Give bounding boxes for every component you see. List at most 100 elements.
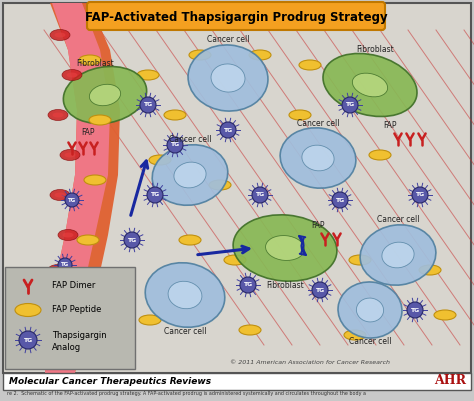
- Circle shape: [407, 302, 423, 318]
- FancyBboxPatch shape: [87, 2, 385, 30]
- Ellipse shape: [189, 50, 211, 60]
- Circle shape: [252, 187, 268, 203]
- Ellipse shape: [434, 310, 456, 320]
- Text: Cancer cell: Cancer cell: [169, 136, 211, 144]
- Ellipse shape: [280, 128, 356, 188]
- Text: Cancer cell: Cancer cell: [377, 215, 419, 225]
- Ellipse shape: [66, 73, 78, 77]
- Text: TG: TG: [410, 308, 419, 312]
- Ellipse shape: [149, 155, 171, 165]
- Ellipse shape: [224, 255, 246, 265]
- Circle shape: [342, 97, 358, 113]
- Text: TG: TG: [415, 192, 425, 198]
- Ellipse shape: [64, 67, 146, 124]
- Ellipse shape: [356, 298, 383, 322]
- FancyBboxPatch shape: [3, 373, 471, 390]
- Ellipse shape: [46, 340, 66, 350]
- Polygon shape: [45, 3, 110, 373]
- Text: TG: TG: [143, 103, 153, 107]
- Ellipse shape: [164, 110, 186, 120]
- Ellipse shape: [152, 145, 228, 205]
- Ellipse shape: [265, 235, 304, 260]
- Text: TG: TG: [315, 288, 325, 292]
- Ellipse shape: [168, 281, 202, 309]
- Ellipse shape: [139, 315, 161, 325]
- Text: TG: TG: [68, 198, 76, 203]
- Ellipse shape: [323, 53, 417, 117]
- Text: FAP: FAP: [81, 128, 95, 137]
- Text: Cancer cell: Cancer cell: [297, 119, 339, 128]
- Ellipse shape: [209, 180, 231, 190]
- Text: FAP Peptide: FAP Peptide: [52, 306, 101, 314]
- Text: Thapsigargin: Thapsigargin: [52, 332, 107, 340]
- Text: TG: TG: [243, 282, 253, 288]
- Text: Molecular Cancer Therapeutics Reviews: Molecular Cancer Therapeutics Reviews: [9, 377, 211, 385]
- Text: AHR: AHR: [434, 375, 466, 387]
- Ellipse shape: [63, 233, 73, 237]
- Ellipse shape: [239, 325, 261, 335]
- Ellipse shape: [299, 60, 321, 70]
- Ellipse shape: [145, 263, 225, 327]
- Text: Fibroblast: Fibroblast: [356, 45, 394, 55]
- Ellipse shape: [84, 175, 106, 185]
- Ellipse shape: [360, 225, 436, 285]
- Ellipse shape: [15, 304, 41, 316]
- Circle shape: [124, 232, 140, 248]
- Ellipse shape: [419, 265, 441, 275]
- Text: TG: TG: [23, 338, 33, 342]
- Ellipse shape: [55, 192, 65, 198]
- Ellipse shape: [137, 70, 159, 80]
- FancyBboxPatch shape: [3, 3, 471, 373]
- Circle shape: [19, 331, 37, 349]
- Ellipse shape: [56, 304, 76, 316]
- Ellipse shape: [55, 32, 65, 38]
- Text: FAP Dimer: FAP Dimer: [52, 281, 95, 290]
- Ellipse shape: [179, 235, 201, 245]
- Ellipse shape: [289, 110, 311, 120]
- Circle shape: [332, 192, 348, 208]
- Ellipse shape: [89, 115, 111, 125]
- Ellipse shape: [349, 255, 371, 265]
- Ellipse shape: [62, 69, 82, 81]
- Circle shape: [167, 137, 183, 153]
- Ellipse shape: [61, 308, 72, 312]
- Text: TG: TG: [346, 103, 355, 107]
- Text: TG: TG: [128, 237, 137, 243]
- Ellipse shape: [79, 55, 101, 65]
- Ellipse shape: [90, 84, 120, 106]
- Text: TG: TG: [170, 142, 180, 148]
- Ellipse shape: [64, 152, 75, 158]
- Text: re 2.  Schematic of the FAP-activated prodrug strategy. A FAP-activated prodrug : re 2. Schematic of the FAP-activated pro…: [7, 391, 366, 395]
- Text: TG: TG: [255, 192, 264, 198]
- Text: FAP: FAP: [383, 121, 397, 130]
- Text: TG: TG: [150, 192, 160, 198]
- Ellipse shape: [77, 345, 99, 355]
- Circle shape: [140, 97, 156, 113]
- Circle shape: [312, 282, 328, 298]
- Ellipse shape: [369, 150, 391, 160]
- FancyBboxPatch shape: [5, 267, 135, 369]
- Ellipse shape: [58, 229, 78, 241]
- Text: Cancer cell: Cancer cell: [207, 36, 249, 45]
- Text: Cancer cell: Cancer cell: [349, 338, 391, 346]
- Text: TG: TG: [336, 198, 345, 203]
- Text: TG: TG: [223, 128, 233, 132]
- Text: FAP-Activated Thapsigargin Prodrug Strategy: FAP-Activated Thapsigargin Prodrug Strat…: [85, 10, 387, 24]
- Ellipse shape: [50, 190, 70, 200]
- Ellipse shape: [233, 215, 337, 281]
- Text: Fibroblast: Fibroblast: [266, 282, 304, 290]
- Ellipse shape: [211, 64, 245, 92]
- Text: Fibroblast: Fibroblast: [76, 59, 114, 67]
- Ellipse shape: [51, 342, 62, 348]
- Polygon shape: [3, 3, 120, 373]
- Circle shape: [220, 122, 236, 138]
- Ellipse shape: [188, 45, 268, 111]
- Text: FAP: FAP: [311, 221, 325, 230]
- Text: Cancer cell: Cancer cell: [164, 326, 206, 336]
- Ellipse shape: [77, 235, 99, 245]
- Circle shape: [65, 193, 79, 207]
- Circle shape: [412, 187, 428, 203]
- Ellipse shape: [352, 73, 388, 97]
- Circle shape: [147, 187, 163, 203]
- Ellipse shape: [60, 150, 80, 160]
